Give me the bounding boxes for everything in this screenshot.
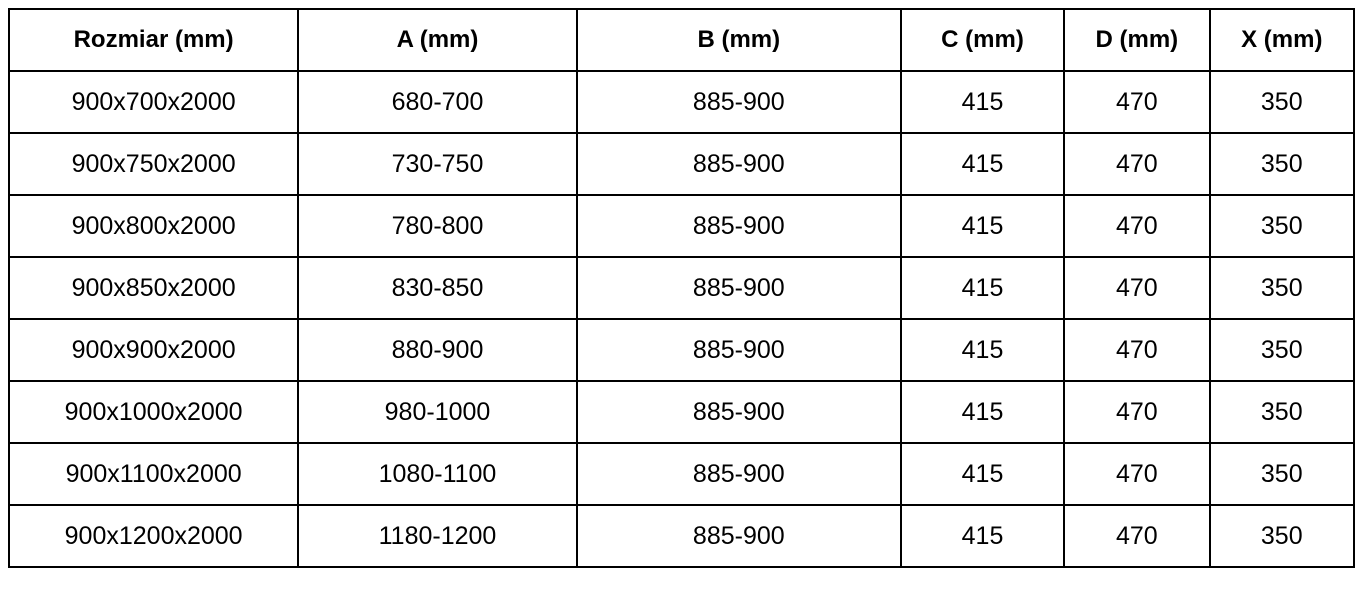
table-cell: 415 <box>899 194 1066 258</box>
table-cell: 415 <box>899 256 1066 320</box>
table-cell: 830-850 <box>297 256 578 320</box>
table-cell: 885-900 <box>575 504 902 568</box>
table-cell: 730-750 <box>297 132 578 196</box>
table-cell: 1080-1100 <box>297 442 578 506</box>
table-cell: 900x1200x2000 <box>7 504 300 568</box>
table-cell: 415 <box>899 504 1066 568</box>
table-cell: 980-1000 <box>297 380 578 444</box>
column-header: D (mm) <box>1063 8 1211 72</box>
table-cell: 885-900 <box>575 194 902 258</box>
dimensions-table: Rozmiar (mm) A (mm) B (mm) C (mm) D (mm) X (m… <box>7 8 1355 568</box>
table-cell: 350 <box>1208 70 1355 134</box>
table-cell: 415 <box>899 380 1066 444</box>
table-cell: 470 <box>1063 70 1211 134</box>
table-row: 900x700x2000 680-700 885-900 415 470 350 <box>7 70 1355 134</box>
table-cell: 900x700x2000 <box>7 70 300 134</box>
table-cell: 900x850x2000 <box>7 256 300 320</box>
table-row: 900x850x2000 830-850 885-900 415 470 350 <box>7 256 1355 320</box>
table-cell: 885-900 <box>575 318 902 382</box>
table-row: 900x900x2000 880-900 885-900 415 470 350 <box>7 318 1355 382</box>
column-header: C (mm) <box>899 8 1066 72</box>
table-cell: 900x900x2000 <box>7 318 300 382</box>
column-header: Rozmiar (mm) <box>7 8 300 72</box>
column-header: X (mm) <box>1208 8 1355 72</box>
table-cell: 885-900 <box>575 70 902 134</box>
table-cell: 470 <box>1063 380 1211 444</box>
table-cell: 470 <box>1063 442 1211 506</box>
table-row: 900x800x2000 780-800 885-900 415 470 350 <box>7 194 1355 258</box>
table-cell: 900x750x2000 <box>7 132 300 196</box>
table-cell: 350 <box>1208 132 1355 196</box>
table-cell: 415 <box>899 318 1066 382</box>
table-cell: 780-800 <box>297 194 578 258</box>
table-row: 900x1200x2000 1180-1200 885-900 415 470 350 <box>7 504 1355 568</box>
table-cell: 350 <box>1208 504 1355 568</box>
table-cell: 470 <box>1063 504 1211 568</box>
table-cell: 885-900 <box>575 256 902 320</box>
table-cell: 680-700 <box>297 70 578 134</box>
table-cell: 415 <box>899 132 1066 196</box>
table-cell: 350 <box>1208 256 1355 320</box>
column-header: A (mm) <box>297 8 578 72</box>
table-cell: 885-900 <box>575 132 902 196</box>
table-cell: 470 <box>1063 132 1211 196</box>
table-cell: 900x1100x2000 <box>7 442 300 506</box>
column-header: B (mm) <box>575 8 902 72</box>
table-cell: 350 <box>1208 318 1355 382</box>
table-cell: 350 <box>1208 194 1355 258</box>
table-cell: 350 <box>1208 442 1355 506</box>
table-row: 900x1000x2000 980-1000 885-900 415 470 350 <box>7 380 1355 444</box>
table-cell: 1180-1200 <box>297 504 578 568</box>
table-row: 900x750x2000 730-750 885-900 415 470 350 <box>7 132 1355 196</box>
table-cell: 880-900 <box>297 318 578 382</box>
table-cell: 900x800x2000 <box>7 194 300 258</box>
table-cell: 470 <box>1063 194 1211 258</box>
table-cell: 415 <box>899 442 1066 506</box>
table-cell: 885-900 <box>575 380 902 444</box>
table-cell: 470 <box>1063 256 1211 320</box>
table-cell: 900x1000x2000 <box>7 380 300 444</box>
header-row: Rozmiar (mm) A (mm) B (mm) C (mm) D (mm) X (m… <box>7 8 1355 72</box>
table-row: 900x1100x2000 1080-1100 885-900 415 470 350 <box>7 442 1355 506</box>
table-cell: 350 <box>1208 380 1355 444</box>
table-cell: 415 <box>899 70 1066 134</box>
table-cell: 885-900 <box>575 442 902 506</box>
table-cell: 470 <box>1063 318 1211 382</box>
